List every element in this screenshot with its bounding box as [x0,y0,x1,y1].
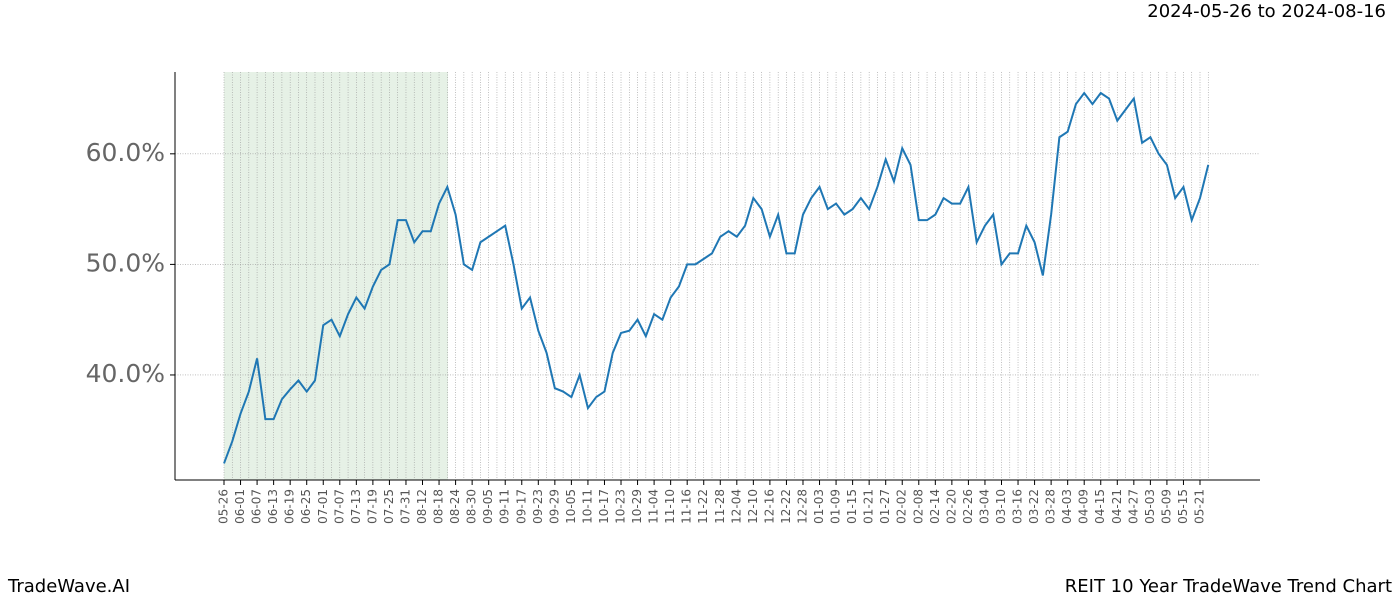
highlight-range [224,72,448,480]
x-tick-label: 12-16 [762,489,776,524]
x-tick-label: 04-15 [1093,489,1107,524]
x-tick-label: 01-03 [812,489,826,524]
x-tick-label: 07-01 [316,489,330,524]
x-tick-label: 12-04 [729,489,743,524]
x-tick-label: 09-17 [514,489,528,524]
chart-title: 2024-05-26 to 2024-08-16 [1147,1,1386,22]
x-tick-label: 07-31 [398,489,412,524]
x-tick-label: 11-28 [713,489,727,524]
x-tick-label: 01-21 [862,489,876,524]
x-tick-label: 06-07 [250,489,264,524]
x-tick-label: 03-16 [1011,489,1025,524]
x-tick-label: 10-29 [630,489,644,524]
x-tick-label: 03-22 [1027,489,1041,524]
x-tick-label: 11-16 [680,489,694,524]
x-tick-label: 07-13 [349,489,363,524]
x-tick-label: 03-28 [1044,489,1058,524]
data-line [223,91,1210,464]
x-tick-label: 12-28 [795,489,809,524]
x-tick-label: 02-20 [944,489,958,524]
x-tick-label: 11-04 [647,489,661,524]
x-tick-label: 03-10 [994,489,1008,524]
x-tick-label: 05-09 [1159,489,1173,524]
x-tick-label: 01-15 [845,489,859,524]
x-tick-label: 07-07 [332,489,346,524]
x-tick-label: 08-24 [448,489,462,524]
x-tick-label: 05-03 [1143,489,1157,524]
x-tick-label: 12-22 [779,489,793,524]
x-tick-label: 11-10 [663,489,677,524]
x-tick-label: 04-27 [1126,489,1140,524]
x-tick-label: 04-21 [1110,489,1124,524]
y-tick-label: 40.0% [86,359,165,388]
x-tick-label: 06-19 [283,489,297,524]
x-tick-label: 06-01 [233,489,247,524]
x-tick-label: 06-13 [266,489,280,524]
x-tick-label: 01-27 [878,489,892,524]
x-tick-label: 02-14 [928,489,942,524]
x-tick-label: 09-23 [531,489,545,524]
x-tick-label: 03-04 [977,489,991,524]
x-tick-label: 09-29 [547,489,561,524]
x-tick-label: 08-30 [465,489,479,524]
x-tick-label: 04-03 [1060,489,1074,524]
x-tick-label: 10-17 [597,489,611,524]
x-tick-label: 05-21 [1193,489,1207,524]
y-tick-label: 60.0% [86,138,165,167]
x-tick-label: 02-26 [961,489,975,524]
footer-left: TradeWave.AI [7,576,130,597]
x-tick-label: 07-19 [365,489,379,524]
x-tick-label: 10-11 [580,489,594,524]
x-tick-label: 05-26 [217,489,231,524]
x-tick-label: 10-05 [564,489,578,524]
x-tick-label: 05-15 [1176,489,1190,524]
x-tick-label: 08-12 [415,489,429,524]
x-tick-label: 10-23 [614,489,628,524]
y-tick-label: 50.0% [86,248,165,277]
x-tick-label: 11-22 [696,489,710,524]
x-tick-label: 08-18 [432,489,446,524]
x-tick-label: 09-05 [481,489,495,524]
x-tick-label: 06-25 [299,489,313,524]
x-tick-label: 07-25 [382,489,396,524]
footer-right: REIT 10 Year TradeWave Trend Chart [1065,576,1392,597]
x-tick-label: 12-10 [746,489,760,524]
x-tick-label: 04-09 [1077,489,1091,524]
x-tick-label: 09-11 [498,489,512,524]
x-tick-label: 01-09 [829,489,843,524]
x-tick-label: 02-02 [895,489,909,524]
x-tick-label: 02-08 [911,489,925,524]
